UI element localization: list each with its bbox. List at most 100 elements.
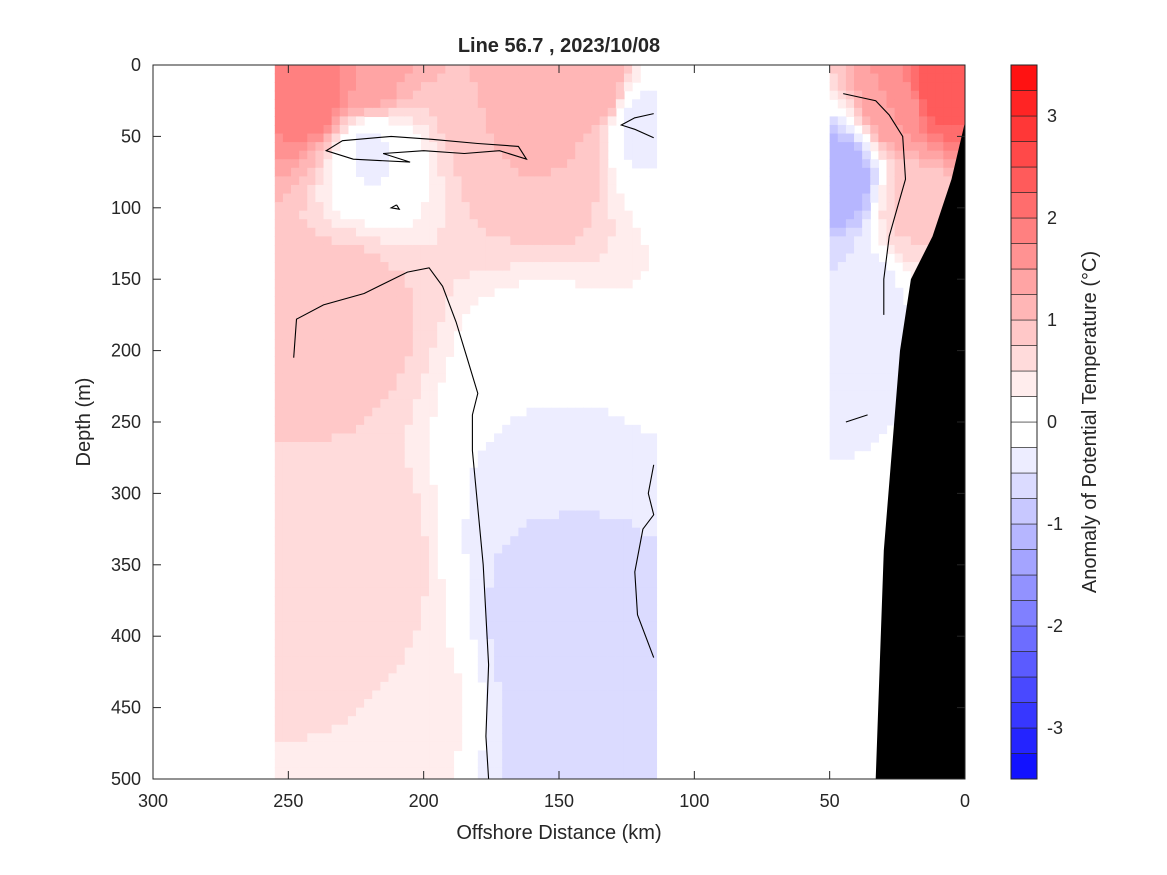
anomaly-cell xyxy=(862,244,871,255)
anomaly-cell xyxy=(372,673,381,683)
anomaly-cell xyxy=(510,519,519,529)
anomaly-cell xyxy=(364,347,373,357)
anomaly-cell xyxy=(494,279,503,289)
anomaly-cell xyxy=(894,202,904,212)
anomaly-cell xyxy=(854,159,863,169)
anomaly-cell xyxy=(494,724,503,734)
anomaly-cell xyxy=(607,699,617,709)
anomaly-cell xyxy=(632,733,641,743)
anomaly-cell xyxy=(388,450,398,460)
anomaly-cell xyxy=(380,570,390,580)
anomaly-cell xyxy=(886,82,896,92)
anomaly-cell xyxy=(510,270,519,280)
anomaly-cell xyxy=(862,193,871,203)
anomaly-cell xyxy=(623,210,633,220)
anomaly-cell xyxy=(429,296,438,306)
anomaly-cell xyxy=(461,244,471,255)
anomaly-cell xyxy=(910,176,920,186)
anomaly-cell xyxy=(862,347,871,357)
anomaly-cell xyxy=(607,613,617,623)
anomaly-cell xyxy=(307,270,316,280)
anomaly-cell xyxy=(315,124,325,135)
anomaly-cell xyxy=(559,476,568,486)
anomaly-cell xyxy=(845,73,855,83)
anomaly-cell xyxy=(845,313,855,323)
anomaly-cell xyxy=(534,621,544,632)
anomaly-cell xyxy=(274,244,284,255)
anomaly-cell xyxy=(356,630,365,640)
anomaly-cell xyxy=(412,467,422,477)
anomaly-cell xyxy=(356,236,365,246)
anomaly-cell xyxy=(315,724,325,734)
anomaly-cell xyxy=(429,176,438,186)
anomaly-cell xyxy=(494,536,503,546)
anomaly-cell xyxy=(623,673,633,683)
anomaly-cell xyxy=(591,467,601,477)
anomaly-cell xyxy=(567,776,576,779)
anomaly-cell xyxy=(591,681,601,692)
anomaly-cell xyxy=(396,750,406,760)
anomaly-cell xyxy=(396,107,406,118)
anomaly-cell xyxy=(542,716,552,726)
anomaly-cell xyxy=(469,613,479,623)
anomaly-cell xyxy=(412,416,422,426)
anomaly-cell xyxy=(437,613,446,623)
anomaly-cell xyxy=(347,330,357,340)
anomaly-cell xyxy=(510,133,519,143)
anomaly-cell xyxy=(331,330,341,340)
anomaly-cell xyxy=(599,767,609,777)
anomaly-cell xyxy=(559,621,568,632)
anomaly-cell xyxy=(485,699,495,709)
anomaly-cell xyxy=(299,142,308,152)
anomaly-cell xyxy=(607,65,617,75)
anomaly-cell xyxy=(274,767,284,777)
anomaly-cell xyxy=(282,681,292,692)
anomaly-cell xyxy=(878,382,888,392)
anomaly-cell xyxy=(607,681,617,692)
anomaly-cell xyxy=(291,467,300,477)
anomaly-cell xyxy=(388,467,398,477)
anomaly-cell xyxy=(299,424,308,435)
anomaly-cell xyxy=(886,364,896,375)
anomaly-cell xyxy=(453,90,463,100)
anomaly-cell xyxy=(567,716,576,726)
anomaly-cell xyxy=(420,287,430,297)
anomaly-cell xyxy=(518,90,528,100)
anomaly-cell xyxy=(534,441,544,452)
anomaly-cell xyxy=(299,416,308,426)
anomaly-cell xyxy=(396,262,406,272)
anomaly-cell xyxy=(485,716,495,726)
anomaly-cell xyxy=(559,184,568,195)
anomaly-cell xyxy=(559,656,568,666)
anomaly-cell xyxy=(299,107,308,118)
anomaly-cell xyxy=(959,107,965,118)
anomaly-cell xyxy=(599,116,609,126)
anomaly-cell xyxy=(878,133,888,143)
anomaly-cell xyxy=(347,382,357,392)
anomaly-cell xyxy=(412,596,422,606)
anomaly-cell xyxy=(518,630,528,640)
anomaly-cell xyxy=(575,441,584,452)
anomaly-cell xyxy=(494,133,503,143)
anomaly-cell xyxy=(567,73,576,83)
anomaly-cell xyxy=(829,124,839,135)
anomaly-cell xyxy=(331,716,341,726)
anomaly-cell xyxy=(323,433,333,443)
anomaly-cell xyxy=(469,65,479,75)
anomaly-cell xyxy=(518,733,528,743)
anomaly-cell xyxy=(282,296,292,306)
anomaly-cell xyxy=(404,65,414,75)
anomaly-cell xyxy=(323,484,333,494)
anomaly-cell xyxy=(396,450,406,460)
anomaly-cell xyxy=(429,159,438,169)
anomaly-cell xyxy=(420,527,430,537)
anomaly-cell xyxy=(599,270,609,280)
anomaly-cell xyxy=(274,124,284,135)
anomaly-cell xyxy=(364,356,373,366)
anomaly-cell xyxy=(274,313,284,323)
anomaly-cell xyxy=(429,262,438,272)
anomaly-cell xyxy=(388,279,398,289)
anomaly-cell xyxy=(315,596,325,606)
anomaly-cell xyxy=(607,570,617,580)
y-tick-label: 450 xyxy=(111,698,141,718)
